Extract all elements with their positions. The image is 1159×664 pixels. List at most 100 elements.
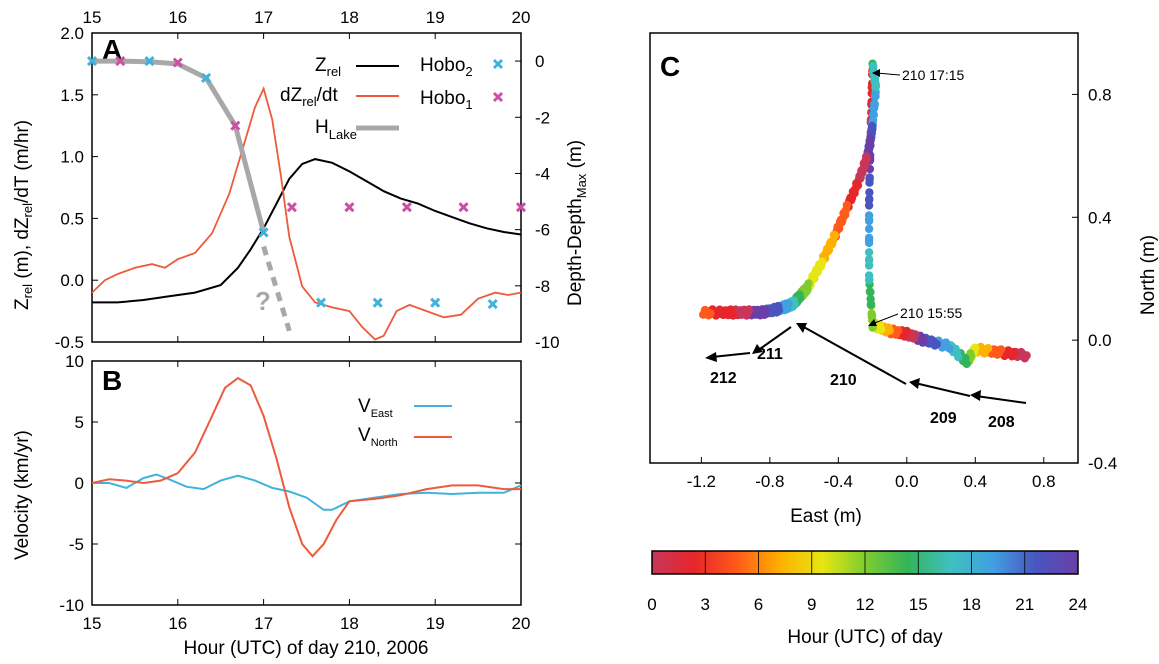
- colorbar-tick-label: 0: [647, 595, 656, 614]
- hobo2-point: [201, 72, 212, 83]
- track-208-210-point: [864, 211, 874, 220]
- c-y-tick-label: 0.0: [1088, 331, 1112, 350]
- hobo1-point-b: [344, 202, 355, 213]
- c-x-tick-label: -1.2: [687, 472, 716, 491]
- hobo2-point-b: [316, 297, 327, 308]
- dzdt-line: [91, 86, 522, 341]
- track-210-212-point: [699, 310, 708, 319]
- annotation-1555-pointer: [871, 313, 899, 325]
- a-top-tick-label: 16: [168, 8, 187, 27]
- hobo2-point: [144, 56, 155, 67]
- track-210-212-point: [839, 209, 848, 218]
- colorbar-tick-label: 18: [962, 595, 981, 614]
- legend-hlake-label: HLake: [315, 117, 357, 142]
- annotation-210-1715: 210 17:15: [902, 67, 964, 83]
- panel-a-frame: [91, 32, 522, 343]
- annotation-1715-arrowhead: [872, 69, 880, 77]
- panel-c-frame: [649, 32, 1079, 464]
- track-208-210-point: [867, 309, 876, 318]
- panel-a-markers: [86, 56, 527, 310]
- a-left-tick-label: 0.5: [60, 209, 84, 228]
- c-x-tick-label: -0.8: [755, 472, 784, 491]
- track-210-212-point: [870, 92, 880, 101]
- legend-dzdt-label: dZrel/dt: [280, 85, 338, 109]
- b-y-tick-label: 0: [75, 474, 84, 493]
- arrowhead-211-212b: [705, 352, 717, 362]
- arrow-208-209: [975, 395, 1027, 404]
- veast-line: [92, 473, 522, 511]
- arrowhead-208-209: [970, 390, 981, 401]
- panel-a-right-ylabel: Depth-DepthMax (m): [565, 140, 589, 306]
- b-y-tick-label: 10: [65, 352, 84, 371]
- hobo1-point: [172, 57, 183, 68]
- panel-b: B 15 16 17 18 19 20 10 5 0 -5 -10 Velocity (km/yr…: [12, 352, 530, 659]
- legend-hobo1-label: Hobo1: [420, 88, 473, 112]
- c-x-tick-label: 0.8: [1032, 472, 1056, 491]
- arrowhead-209-210: [909, 378, 920, 389]
- a-left-tick-label: 0.0: [60, 271, 84, 290]
- hobo2-point-b: [487, 299, 498, 310]
- a-left-tick-label: 1.0: [60, 148, 84, 167]
- b-y-tick-label: -10: [59, 596, 84, 615]
- hobo2-point-b: [144, 56, 155, 67]
- panel-b-series: [91, 376, 522, 558]
- a-top-tick-label: 17: [254, 8, 273, 27]
- legend-hobo1-marker: [492, 91, 504, 103]
- hobo2-point: [86, 56, 98, 67]
- colorbar-label: Hour (UTC) of day: [787, 627, 943, 648]
- panel-a-right-ticks: 0 -2 -4 -6 -8 -10: [515, 52, 560, 352]
- a-top-tick-label: 18: [340, 8, 359, 27]
- track-208-210-point: [864, 248, 874, 257]
- legend-hobo2-label: Hobo2: [420, 55, 473, 79]
- panel-c-x-ticks: -1.2 -0.8 -0.4 0.0 0.4 0.8: [687, 457, 1056, 491]
- c-y-tick-label: 0.4: [1088, 208, 1112, 227]
- panel-c: C -1.2 -0.8 -0.4 0.0 0.4 0.8 0.8 0.4 0.0 -0.4 Ea…: [647, 32, 1159, 648]
- arrow-209-210: [914, 382, 971, 397]
- b-x-tick-label: 17: [254, 614, 273, 633]
- panel-a-top-ticks: 15 16 17 18 19 20: [83, 8, 531, 39]
- annotation-210-1555: 210 15:55: [900, 305, 962, 321]
- hobo1-point: [230, 120, 241, 131]
- a-right-tick-label: -2: [535, 108, 550, 127]
- colorbar-tick-label: 21: [1015, 595, 1034, 614]
- panel-a-left-ticks: 2.0 1.5 1.0 0.5 0.0 -0.5: [55, 24, 98, 352]
- day-label-211: 211: [757, 346, 783, 363]
- hobo1-point-b: [515, 202, 527, 213]
- panel-a-left-ylabel: Zrel (m), dZrel/dT (m/hr): [12, 120, 35, 310]
- track-208-210-point: [866, 294, 875, 304]
- b-x-tick-label: 18: [340, 614, 359, 633]
- colorbar-tick-label: 24: [1069, 595, 1088, 614]
- arrowhead-211-212a: [752, 344, 763, 354]
- track-208-210-point: [865, 194, 874, 204]
- c-x-tick-label: 0.0: [895, 472, 919, 491]
- panel-b-ylabel: Velocity (km/yr): [12, 430, 33, 560]
- colorbar-tick-label: 15: [909, 595, 928, 614]
- colorbar-ticks: 0 3 6 9 12 15 18 21 24: [647, 551, 1087, 614]
- track-208-210-point: [864, 271, 874, 280]
- hobo2-point: [372, 297, 383, 308]
- a-top-tick-label: 20: [512, 8, 531, 27]
- panel-a-x-ticks: [91, 336, 522, 342]
- day-arrows: 208 209 210 211 212: [705, 323, 1027, 431]
- arrow-211-212a: [756, 326, 792, 352]
- hobo1-point: [401, 202, 412, 213]
- day-label-208: 208: [988, 414, 1015, 431]
- vnorth-line: [91, 376, 521, 558]
- a-right-tick-label: -10: [535, 333, 560, 352]
- hobo1-point-b: [230, 120, 241, 131]
- track-208-210-point: [864, 224, 874, 234]
- c-y-tick-label: -0.4: [1088, 454, 1117, 473]
- hobo1-point: [515, 202, 527, 213]
- a-left-tick-label: 2.0: [60, 24, 84, 43]
- b-y-tick-label: 5: [75, 413, 84, 432]
- panel-b-letter: B: [102, 365, 122, 396]
- colorbar-tick-label: 6: [754, 595, 763, 614]
- panel-c-ylabel: North (m): [1138, 235, 1159, 315]
- zrel-line: [92, 158, 522, 304]
- hobo1-point-b: [458, 202, 469, 213]
- track-208-210-point: [865, 287, 875, 296]
- hobo1-point: [344, 202, 355, 213]
- panel-c-y-ticks: 0.8 0.4 0.0 -0.4: [1072, 85, 1117, 473]
- c-x-tick-label: 0.4: [963, 472, 987, 491]
